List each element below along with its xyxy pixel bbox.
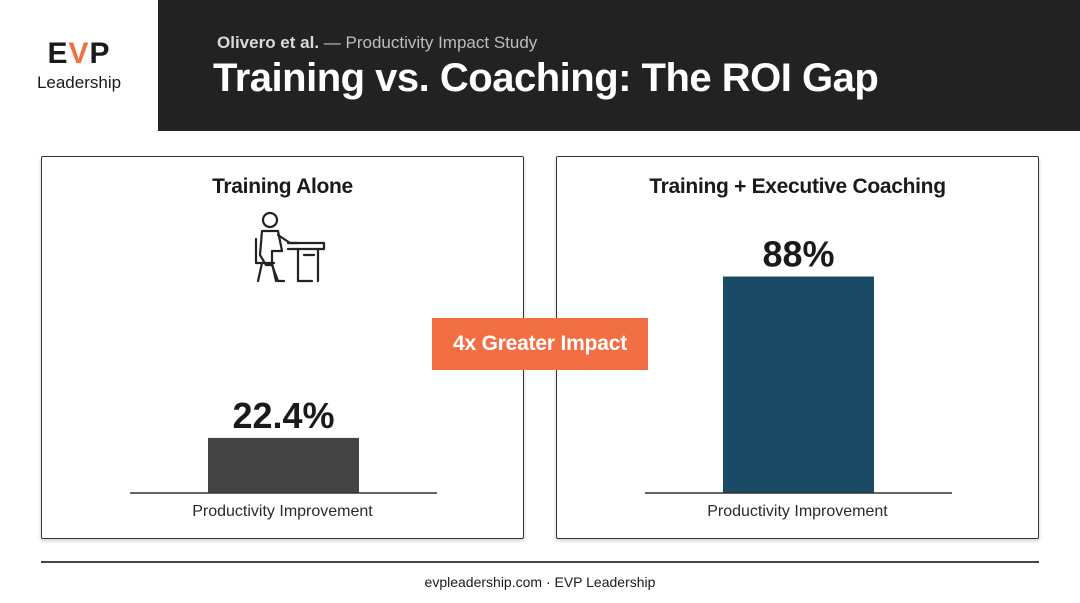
bar (723, 276, 874, 493)
subtitle-separator: — (319, 33, 346, 52)
bar-value-label: 22.4% (232, 395, 334, 436)
x-axis-label: Productivity Improvement (707, 503, 888, 520)
impact-badge: 4x Greater Impact (432, 318, 648, 370)
logo-mark: EVP (47, 36, 111, 70)
chart-title: Training + Executive Coaching (649, 175, 946, 198)
study-authors: Olivero et al. (217, 33, 320, 52)
footer-text: evpleadership.com · EVP Leadership (424, 574, 656, 590)
logo[interactable]: EVP Leadership (0, 0, 158, 131)
header-bar (158, 0, 1080, 131)
logo-letter-v: V (68, 36, 90, 70)
bar (208, 437, 359, 493)
x-axis-label: Productivity Improvement (192, 503, 373, 520)
footer-divider (41, 561, 1039, 563)
bar-value-label: 88% (762, 234, 834, 275)
header-subtitle: Olivero et al. — Productivity Impact Stu… (217, 33, 537, 53)
chart-training-alone: 22.4% (130, 395, 437, 494)
study-name: Productivity Impact Study (345, 33, 538, 52)
chart-training-coaching: 88% (645, 234, 952, 494)
logo-subtitle: Leadership (36, 72, 122, 92)
logo-letter-e: E (47, 36, 69, 70)
logo-letter-p: P (89, 36, 111, 70)
page-title: Training vs. Coaching: The ROI Gap (213, 56, 879, 100)
person-at-desk-icon (254, 211, 326, 283)
chart-title: Training Alone (212, 175, 353, 198)
